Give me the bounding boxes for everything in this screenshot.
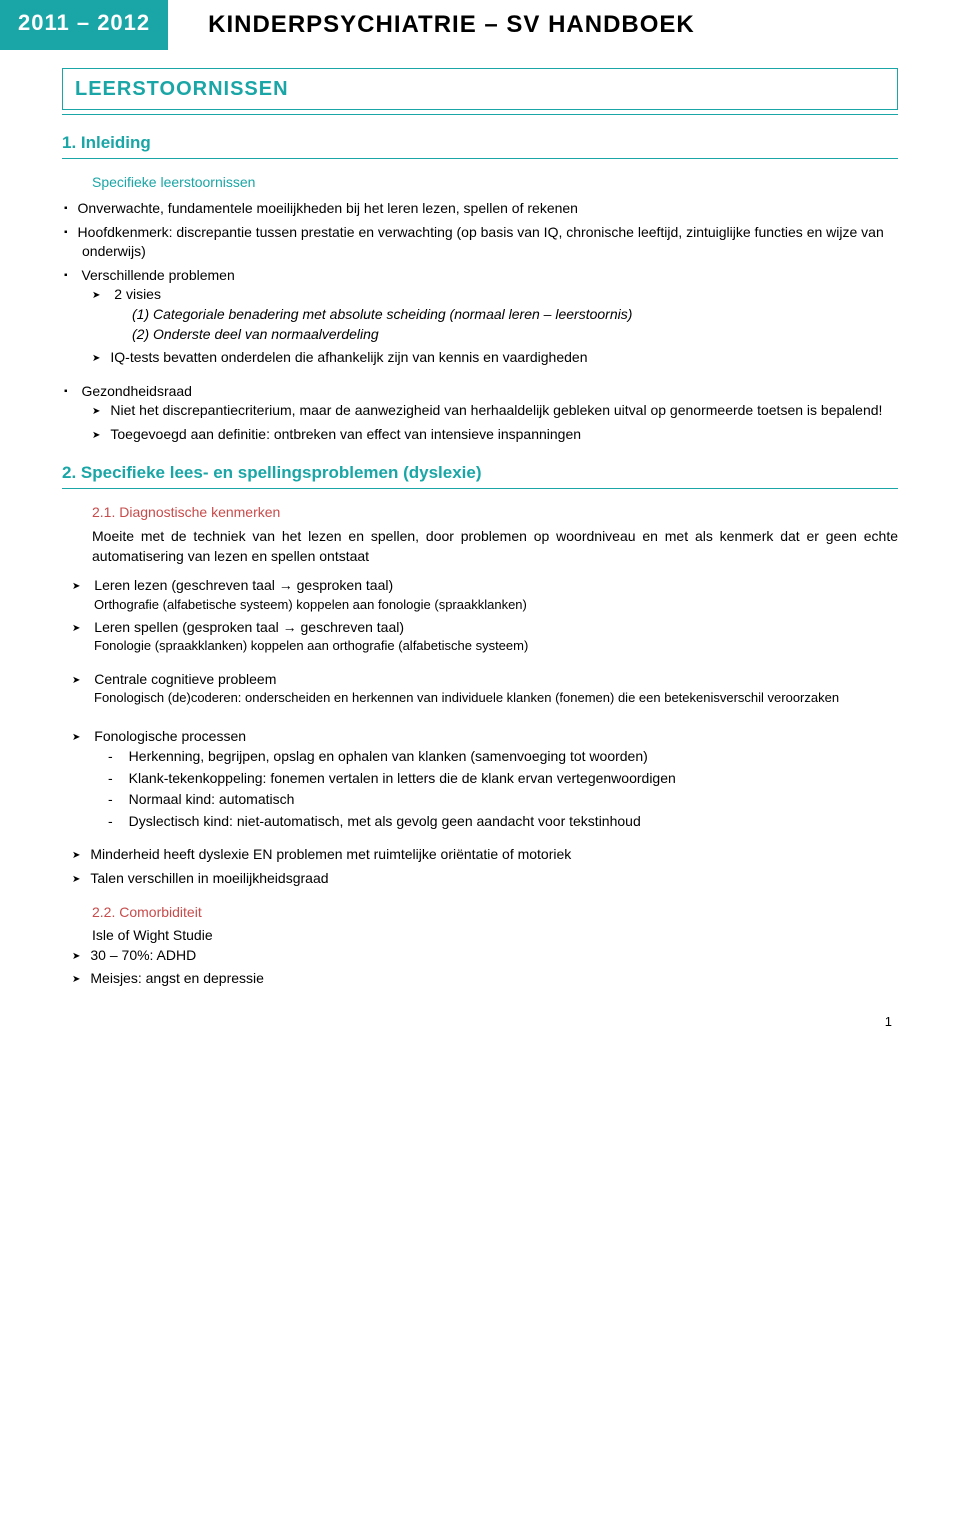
heading-2-1: 2.1. Diagnostische kenmerken: [62, 503, 898, 523]
paragraph: Isle of Wight Studie: [62, 926, 898, 946]
year-badge: 2011 – 2012: [0, 0, 168, 50]
section-underline: [62, 114, 898, 115]
list-item: Centrale cognitieve probleem Fonologisch…: [94, 670, 898, 708]
list-item: 2 visies (1) Categoriale benadering met …: [114, 285, 898, 344]
list-item: Leren lezen (geschreven taal → gesproken…: [94, 576, 898, 614]
list-item: 30 – 70%: ADHD: [94, 946, 898, 966]
list-item: Onverwachte, fundamentele moeilijkheden …: [82, 199, 898, 219]
list-item: Klank-tekenkoppeling: fonemen vertalen i…: [132, 769, 898, 789]
subheading-specifieke: Specifieke leerstoornissen: [62, 173, 898, 193]
list-item: Hoofdkenmerk: discrepantie tussen presta…: [82, 223, 898, 262]
section-title-box: LEERSTOORNISSEN: [62, 68, 898, 110]
heading-2: 2. Specifieke lees- en spellingsprobleme…: [62, 461, 898, 485]
heading-1-underline: [62, 158, 898, 159]
list-item: Minderheid heeft dyslexie EN problemen m…: [94, 845, 898, 865]
list-item: Gezondheidsraad Niet het discrepantiecri…: [82, 382, 898, 445]
sub-italic: (1) Categoriale benadering met absolute …: [114, 305, 898, 325]
page-number: 1: [62, 1013, 898, 1031]
list-item: Meisjes: angst en depressie: [94, 969, 898, 989]
list-item: IQ-tests bevatten onderdelen die afhanke…: [114, 348, 898, 368]
list-item: Herkenning, begrijpen, opslag en ophalen…: [132, 747, 898, 767]
sub-note: Orthografie (alfabetische systeem) koppe…: [94, 596, 898, 614]
sub-note: Fonologie (spraakklanken) koppelen aan o…: [94, 637, 898, 655]
paragraph: Moeite met de techniek van het lezen en …: [62, 527, 898, 566]
heading-2-2: 2.2. Comorbiditeit: [62, 903, 898, 923]
list-item-label: Gezondheidsraad: [81, 383, 192, 399]
heading-1: 1. Inleiding: [62, 131, 898, 155]
list-item-label: Leren lezen (geschreven taal → gesproken…: [94, 577, 393, 593]
document-title: KINDERPSYCHIATRIE – SV HANDBOEK: [168, 0, 695, 50]
list-item-label: Verschillende problemen: [81, 267, 234, 283]
sub-note: Fonologisch (de)coderen: onderscheiden e…: [94, 689, 898, 707]
list-item: Leren spellen (gesproken taal → geschrev…: [94, 618, 898, 656]
list-item: Verschillende problemen 2 visies (1) Cat…: [82, 266, 898, 368]
list-item: Normaal kind: automatisch: [132, 790, 898, 810]
list-item: Toegevoegd aan definitie: ontbreken van …: [114, 425, 898, 445]
list-item-label: Fonologische processen: [94, 728, 246, 744]
list-item: Talen verschillen in moeilijkheidsgraad: [94, 869, 898, 889]
list-item-label: Centrale cognitieve probleem: [94, 671, 276, 687]
heading-2-underline: [62, 488, 898, 489]
list-item: Niet het discrepantiecriterium, maar de …: [114, 401, 898, 421]
list-item-label: Leren spellen (gesproken taal → geschrev…: [94, 619, 404, 635]
section-title: LEERSTOORNISSEN: [75, 75, 885, 103]
sub-italic: (2) Onderste deel van normaalverdeling: [114, 325, 898, 345]
list-item-label: 2 visies: [114, 286, 161, 302]
list-item: Dyslectisch kind: niet-automatisch, met …: [132, 812, 898, 832]
list-item: Fonologische processen Herkenning, begri…: [94, 727, 898, 831]
